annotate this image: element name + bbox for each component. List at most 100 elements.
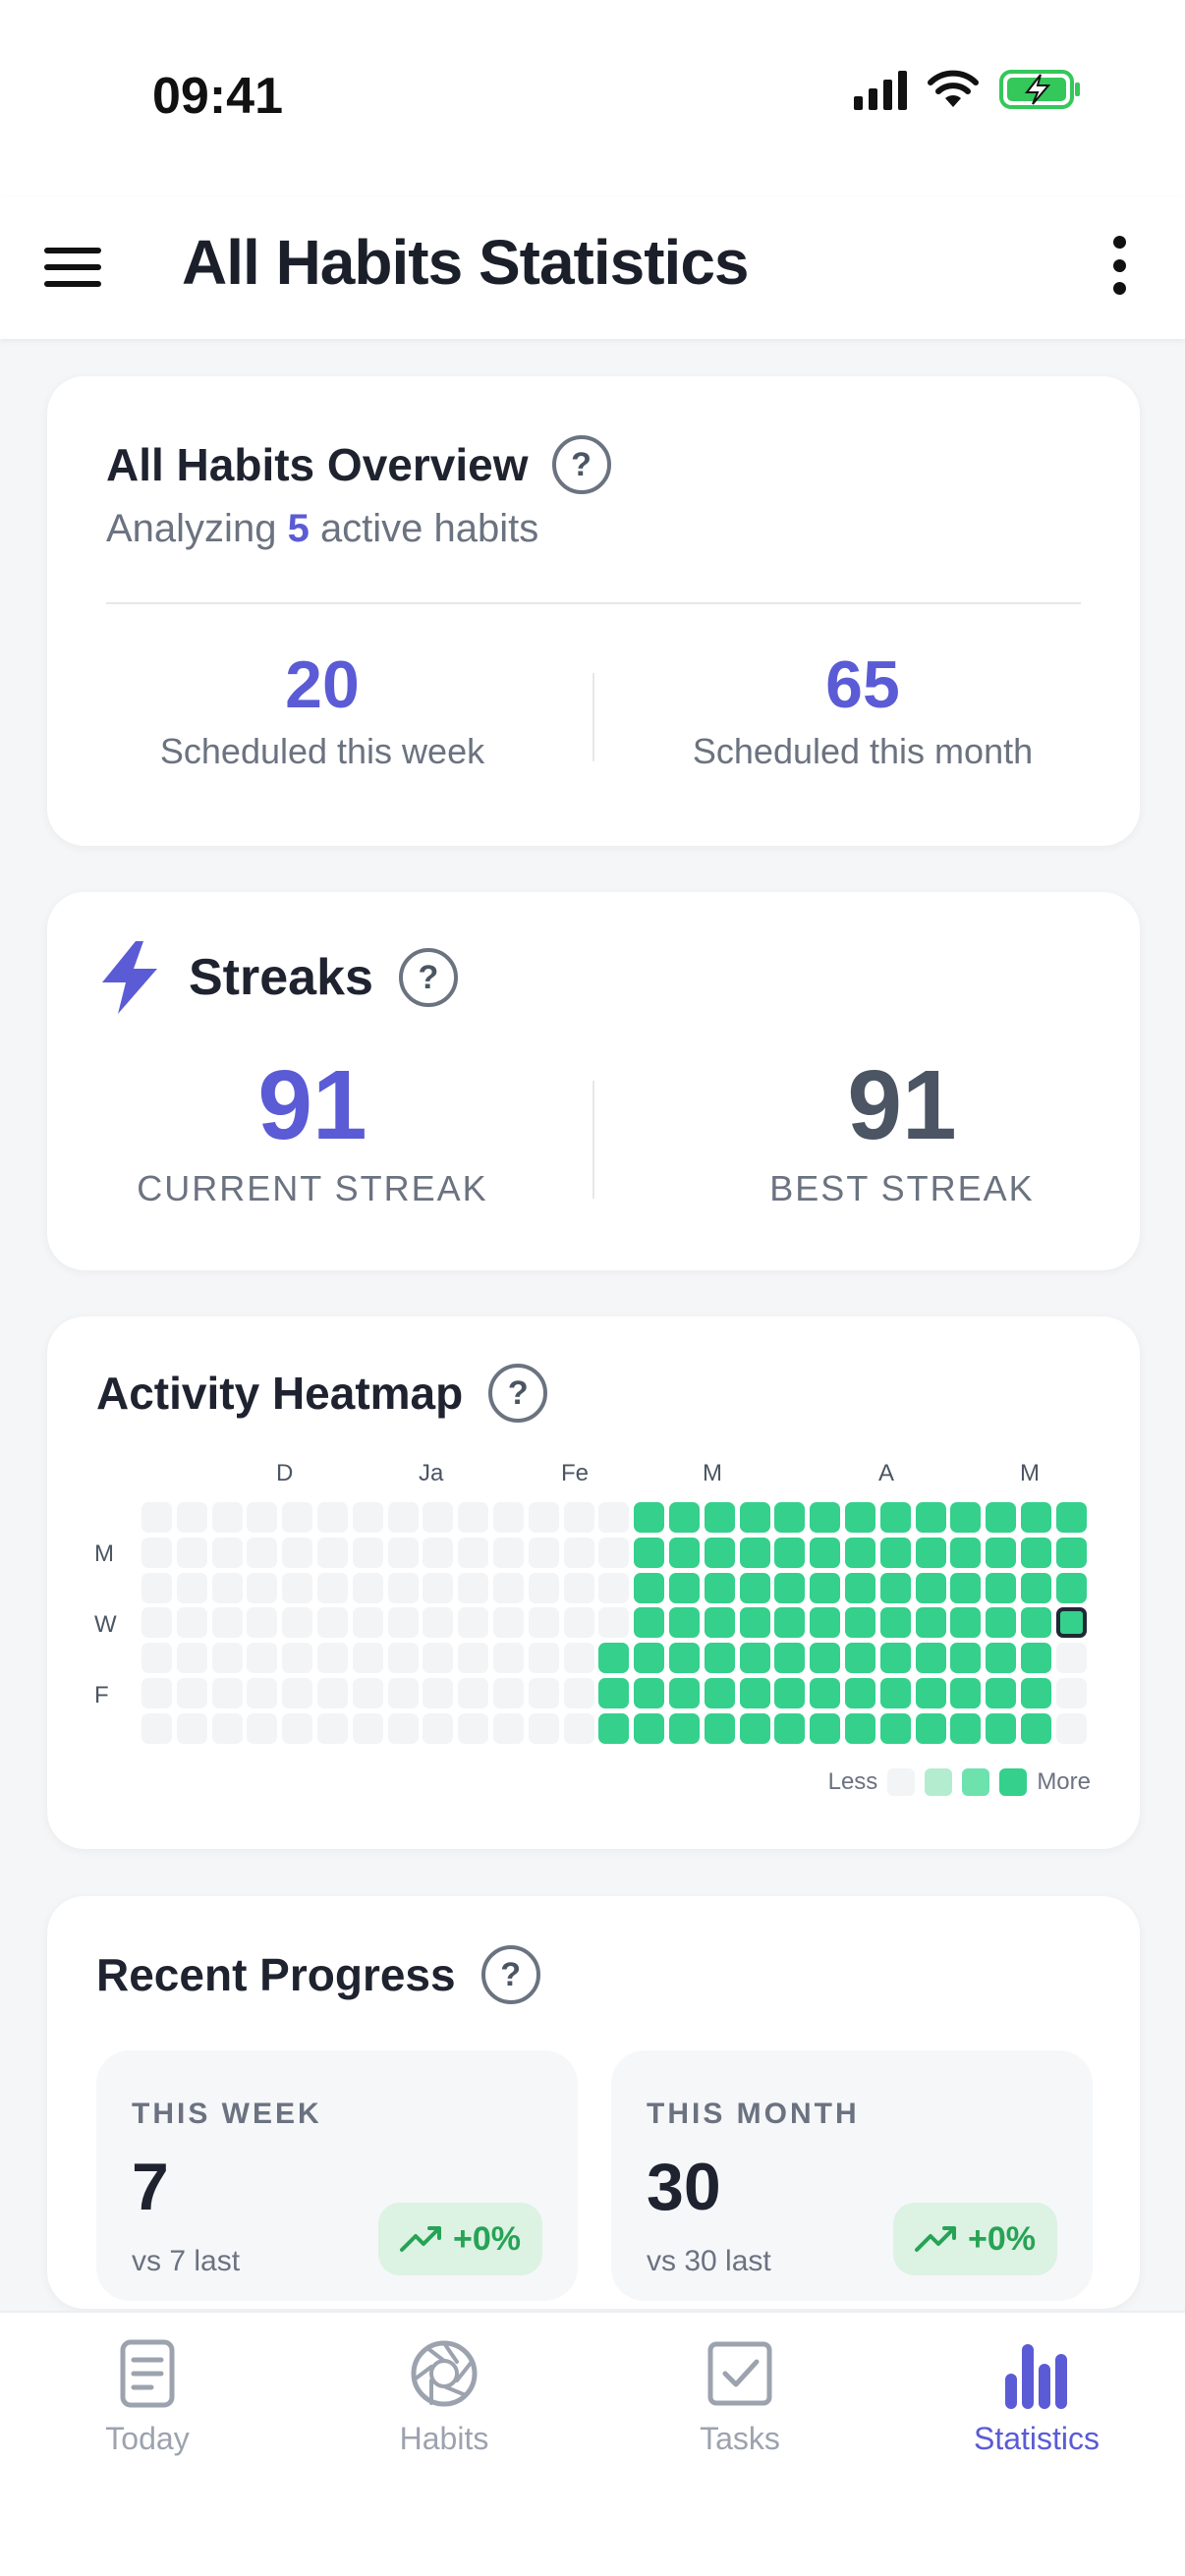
overview-help-icon[interactable]: ?: [551, 435, 611, 494]
heatmap-cell: [950, 1712, 982, 1744]
heatmap-cell: [282, 1712, 313, 1744]
heatmap-cell: [669, 1607, 700, 1639]
heatmap-cell: [211, 1572, 243, 1603]
heatmap-cell: [704, 1502, 735, 1533]
heatmap-cell: [458, 1607, 489, 1639]
tab-today[interactable]: Today: [29, 2334, 265, 2457]
recent-progress-card: Recent Progress ? THIS WEEK 7 vs 7 last …: [47, 1896, 1140, 2309]
lightning-bolt-icon: [102, 941, 157, 1014]
this-week-box: THIS WEEK 7 vs 7 last +0%: [96, 2050, 578, 2301]
heatmap-cell: [704, 1537, 735, 1568]
heatmap-cell: [387, 1537, 419, 1568]
heatmap-cell: [528, 1712, 559, 1744]
heatmap-cell: [247, 1502, 278, 1533]
heatmap-cell: [774, 1502, 806, 1533]
month-label: D: [276, 1460, 294, 1486]
heatmap-cell: [387, 1643, 419, 1674]
month-label: Ja: [419, 1460, 444, 1486]
hamburger-menu-icon[interactable]: [44, 248, 101, 287]
heatmap-cell: [141, 1537, 172, 1568]
heatmap-cell: [774, 1607, 806, 1639]
this-month-label: THIS MONTH: [647, 2098, 860, 2130]
active-habits-count: 5: [287, 507, 310, 550]
heatmap-cell: [915, 1502, 946, 1533]
heatmap-cell: [704, 1607, 735, 1639]
heatmap-cell: [986, 1643, 1017, 1674]
heatmap-cell: [669, 1678, 700, 1708]
heatmap-cell: [423, 1607, 454, 1639]
heatmap-cell: [739, 1607, 770, 1639]
heatmap-cell: [879, 1678, 911, 1708]
heatmap-cell: [1021, 1712, 1051, 1744]
tab-habits[interactable]: Habits: [326, 2334, 562, 2457]
heatmap-cell: [669, 1712, 700, 1744]
month-scheduled-label: Scheduled this month: [692, 731, 1034, 771]
heatmap-cell: [423, 1643, 454, 1674]
heatmap-cell: [634, 1502, 665, 1533]
status-icons: [854, 69, 1082, 110]
heatmap-cell: [423, 1712, 454, 1744]
heatmap-cell: [810, 1537, 841, 1568]
heatmap-cell: [598, 1607, 630, 1639]
this-month-box: THIS MONTH 30 vs 30 last +0%: [611, 2050, 1093, 2301]
heatmap-cell: [387, 1678, 419, 1708]
heatmap-cell: [211, 1607, 243, 1639]
this-week-value: 7: [132, 2150, 169, 2224]
heatmap-cell: [879, 1712, 911, 1744]
heatmap-cell: [598, 1572, 630, 1603]
subtitle-suffix: active habits: [319, 507, 539, 550]
heatmap-cell: [352, 1537, 383, 1568]
heatmap-cell: [528, 1537, 559, 1568]
best-streak-value: 91: [847, 1050, 957, 1160]
heatmap-cell: [493, 1502, 524, 1533]
heatmap-cell: [211, 1502, 243, 1533]
legend-less-label: Less: [827, 1768, 878, 1795]
heatmap-cell: [493, 1537, 524, 1568]
more-options-icon[interactable]: [1112, 236, 1126, 295]
trending-up-icon: [915, 2226, 956, 2252]
heatmap-cell: [1021, 1678, 1051, 1708]
heatmap-cell: [915, 1572, 946, 1603]
heatmap-cell: [176, 1712, 207, 1744]
heatmap-cell: [634, 1607, 665, 1639]
heatmap-cell: [986, 1537, 1017, 1568]
weekday-label: W: [94, 1611, 117, 1638]
streaks-help-icon[interactable]: ?: [398, 948, 458, 1007]
heatmap-cell: [141, 1502, 172, 1533]
heatmap-cell: [387, 1502, 419, 1533]
tab-statistics[interactable]: Statistics: [919, 2334, 1155, 2457]
heatmap-cell: [845, 1678, 875, 1708]
heatmap-cell: [141, 1572, 172, 1603]
heatmap-cell: [141, 1643, 172, 1674]
recent-progress-help-icon[interactable]: ?: [480, 1945, 540, 2004]
heatmap-cell: [141, 1607, 172, 1639]
page-title: All Habits Statistics: [182, 227, 749, 298]
heatmap-cell: [176, 1537, 207, 1568]
heatmap-cell: [176, 1643, 207, 1674]
heatmap-cell: [634, 1537, 665, 1568]
heatmap-cell: [247, 1643, 278, 1674]
heatmap-cell: [423, 1537, 454, 1568]
heatmap-cell: [141, 1712, 172, 1744]
heatmap-cell: [563, 1502, 594, 1533]
heatmap-cell: [1055, 1537, 1087, 1568]
heatmap-help-icon[interactable]: ?: [488, 1364, 548, 1423]
heatmap-cell: [423, 1678, 454, 1708]
month-label: Fe: [561, 1460, 590, 1486]
heatmap-cell: [986, 1572, 1017, 1603]
tab-label: Habits: [399, 2421, 489, 2456]
heatmap-legend: Less More: [828, 1768, 1091, 1796]
tab-label: Today: [105, 2421, 190, 2456]
heatmap-cell: [739, 1572, 770, 1603]
overview-title: All Habits Overview: [106, 439, 529, 490]
heatmap-cell: [317, 1678, 348, 1708]
heatmap-cell: [774, 1678, 806, 1708]
heatmap-cell: [669, 1643, 700, 1674]
heatmap-cell: [845, 1502, 875, 1533]
heatmap-cell: [282, 1572, 313, 1603]
heatmap-cell: [563, 1712, 594, 1744]
tab-tasks[interactable]: Tasks: [622, 2334, 858, 2457]
this-week-change: +0%: [453, 2219, 521, 2258]
heatmap-cell: [845, 1572, 875, 1603]
heatmap-cell: [739, 1537, 770, 1568]
